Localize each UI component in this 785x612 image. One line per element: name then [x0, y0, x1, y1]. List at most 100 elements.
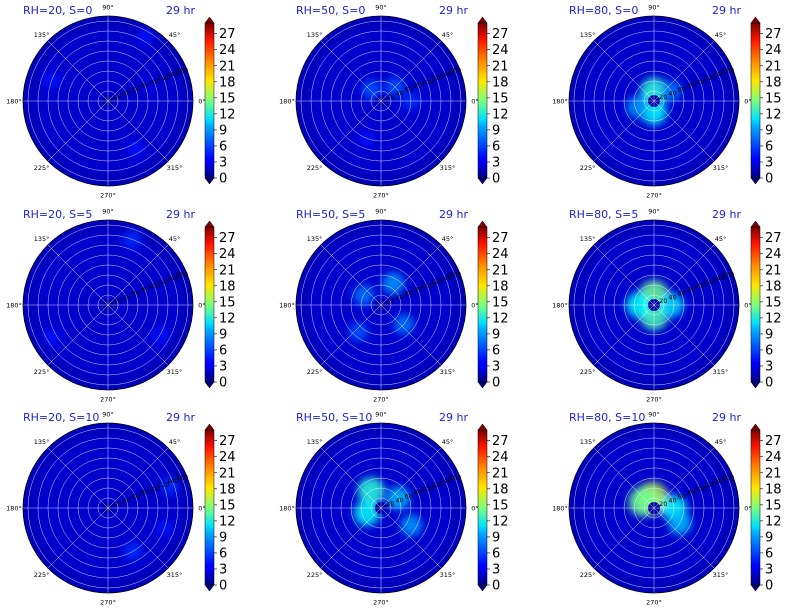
colorbar-tick-label: 15	[219, 91, 236, 106]
colorbar-tick-label: 12	[219, 107, 236, 122]
radial-tick-label: 20	[386, 500, 394, 508]
hotspot	[382, 272, 405, 295]
colorbar-tick-label: 12	[492, 311, 509, 326]
radial-tick-label: 140	[439, 477, 451, 485]
radial-tick-label: 100	[421, 78, 433, 86]
radial-tick-label: 40	[395, 89, 403, 97]
radial-tick-label: 20	[386, 93, 394, 101]
colorbar-tick-label: 24	[219, 450, 236, 465]
colorbar-extend-top	[750, 16, 761, 24]
angle-tick-label: 135°	[307, 235, 323, 243]
radial-tick-label: 140	[712, 70, 724, 78]
colorbar-extend-top	[204, 16, 215, 24]
radial-tick-label: 140	[166, 70, 178, 78]
colorbar-extend-top	[750, 220, 761, 228]
angle-tick-label: 315°	[440, 368, 456, 376]
hotspot	[626, 96, 649, 118]
colorbar-tick-label: 15	[219, 498, 236, 513]
radial-tick-label: 60	[678, 290, 686, 298]
angle-tick-label: 135°	[34, 31, 50, 39]
angle-tick-label: 135°	[307, 31, 323, 39]
angle-tick-label: 90°	[375, 4, 387, 12]
colorbar-tick-label: 0	[219, 172, 227, 187]
angle-tick-label: 270°	[100, 599, 116, 607]
colorbar-tick-label: 24	[219, 247, 236, 262]
angular-gridline	[320, 244, 382, 306]
angle-tick-label: 180°	[6, 98, 22, 106]
angle-tick-label: 45°	[169, 438, 181, 446]
colorbar-tick-label: 27	[492, 231, 509, 246]
angle-tick-label: 270°	[646, 396, 662, 404]
colorbar-tick-label: 21	[765, 59, 782, 74]
radial-tick-label: 80	[687, 286, 695, 294]
radial-tick-label: 100	[694, 78, 706, 86]
colorbar-tick-label: 0	[765, 172, 773, 187]
time-label: 29 hr	[166, 411, 195, 424]
colorbar-tick-label: 6	[219, 139, 227, 154]
angular-gridline	[653, 304, 715, 366]
radial-tick-label: 120	[430, 278, 442, 286]
colorbar-tick-label: 9	[492, 123, 500, 138]
panel-title: RH=20, S=0	[23, 4, 92, 17]
colorbar-tick-label: 0	[492, 376, 500, 391]
colorbar-extend-top	[477, 220, 488, 228]
hotspot	[159, 476, 179, 495]
radial-tick-label: 40	[395, 293, 403, 301]
colorbar-tick-label: 18	[765, 279, 782, 294]
angular-gridline	[593, 304, 655, 366]
angular-gridline	[653, 244, 715, 306]
colorbar-tick-label: 12	[219, 311, 236, 326]
radial-tick-label: 140	[166, 477, 178, 485]
colorbar-tick-label: 15	[492, 295, 509, 310]
time-label: 29 hr	[439, 4, 468, 17]
angular-gridline	[593, 507, 655, 569]
radial-tick-label: 100	[148, 78, 160, 86]
angle-tick-label: 135°	[580, 235, 596, 243]
angle-tick-label: 225°	[34, 368, 50, 376]
angle-tick-label: 0°	[744, 505, 751, 513]
radial-tick-label: 60	[678, 493, 686, 501]
colorbar-tick-label: 24	[492, 450, 509, 465]
colorbar-extend-top	[750, 423, 761, 431]
colorbar-extend-bottom	[204, 381, 215, 389]
colorbar-extend-top	[477, 423, 488, 431]
radial-tick-label: 160	[449, 270, 461, 278]
colorbar-tick-label: 0	[492, 172, 500, 187]
angular-gridline	[47, 304, 109, 366]
colorbar-tick-label: 9	[219, 123, 227, 138]
colorbar-tick-label: 27	[765, 434, 782, 449]
radial-tick-label: 160	[449, 473, 461, 481]
radial-tick-label: 160	[176, 66, 188, 74]
panel-title: RH=80, S=5	[569, 208, 638, 221]
angle-tick-label: 0°	[198, 98, 205, 106]
colorbar-extend-bottom	[477, 381, 488, 389]
colorbar-extend-bottom	[204, 177, 215, 185]
radial-tick-label: 20	[386, 297, 394, 305]
angle-tick-label: 90°	[102, 208, 114, 216]
colorbar-tick-label: 12	[765, 311, 782, 326]
angle-tick-label: 180°	[6, 505, 22, 513]
colorbar-tick-label: 21	[219, 466, 236, 481]
colorbar-tick-label: 24	[765, 450, 782, 465]
panel-title: RH=20, S=10	[23, 411, 99, 424]
angular-gridline	[593, 244, 655, 306]
angle-tick-label: 135°	[34, 438, 50, 446]
radial-tick-label: 20	[113, 500, 121, 508]
radial-tick-label: 20	[113, 93, 121, 101]
radial-tick-label: 120	[430, 481, 442, 489]
angle-tick-label: 225°	[580, 164, 596, 172]
angle-tick-label: 315°	[713, 164, 729, 172]
colorbar-body	[204, 429, 215, 586]
angle-tick-label: 90°	[648, 411, 660, 419]
angle-tick-label: 0°	[471, 505, 478, 513]
radial-tick-label: 80	[687, 489, 695, 497]
polar-outline	[22, 219, 194, 391]
colorbar-tick-label: 3	[492, 155, 500, 170]
colorbar-tick-label: 24	[765, 43, 782, 58]
angular-gridline	[593, 447, 655, 509]
angular-gridline	[380, 447, 442, 509]
radial-tick-label: 100	[148, 485, 160, 493]
